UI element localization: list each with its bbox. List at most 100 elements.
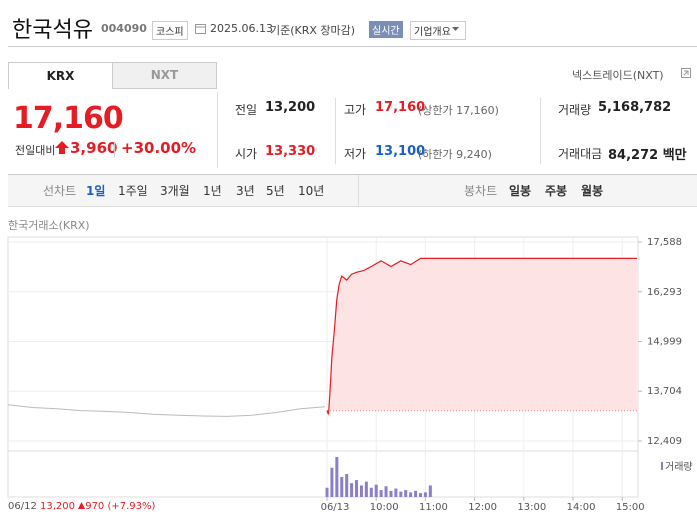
stat-label: 거래량 <box>558 103 592 117</box>
candle-button[interactable]: 주봉 <box>545 184 568 198</box>
volume-bar <box>423 492 427 497</box>
basis: 기준(KRX 장마감) <box>270 24 356 37</box>
volume-legend-swatch <box>661 462 663 470</box>
volume-bar <box>389 490 393 497</box>
stat-note: (상한가 17,160) <box>418 104 499 117</box>
stat-value: 84,272 백만 <box>608 148 687 163</box>
period-button[interactable]: 3년 <box>236 184 255 198</box>
stat-label: 거래대금 <box>558 147 603 161</box>
change-label: 전일대비 <box>15 144 56 157</box>
y-tick-label: 12,409 <box>647 436 682 447</box>
volume-bar <box>384 486 388 497</box>
candle-button[interactable]: 월봉 <box>581 184 604 198</box>
separator <box>540 98 541 164</box>
stat-value: 17,160 <box>375 100 426 115</box>
prev-change-pct: (+7.93%) <box>107 501 156 512</box>
prev-day-line <box>7 404 326 417</box>
realtime-badge[interactable]: 실시간 <box>369 21 403 38</box>
period-button[interactable]: 1주일 <box>118 184 148 198</box>
y-tick-label: 17,588 <box>647 237 682 248</box>
y-tick-label: 13,704 <box>647 386 682 397</box>
volume-bar <box>364 481 368 497</box>
volume-bar <box>394 488 398 497</box>
stat-label: 전일 <box>235 103 258 117</box>
period-button[interactable]: 3개월 <box>160 184 190 198</box>
up-arrow <box>55 141 69 154</box>
volume-bar <box>350 483 354 497</box>
volume-label: 거래량 <box>661 458 693 473</box>
date: 2025.06.13 <box>210 22 273 35</box>
volume-bar <box>379 490 383 497</box>
price: 17,160 <box>13 101 124 136</box>
y-tick-label: 16,293 <box>647 287 682 298</box>
toolbar <box>8 174 697 207</box>
stock-code: 004090 <box>101 22 147 35</box>
volume-bar <box>355 480 359 497</box>
toolbar-separator <box>358 175 359 206</box>
volume-bar <box>345 473 349 497</box>
stat-value: 13,100 <box>375 144 426 159</box>
volume-bar <box>418 493 422 497</box>
price-line <box>326 257 637 415</box>
x-tick-label: 10:00 <box>370 502 399 513</box>
stock-name: 한국석유 <box>12 18 93 43</box>
market-badge: 코스피 <box>152 21 188 40</box>
period-button[interactable]: 1년 <box>203 184 222 198</box>
calendar-icon <box>195 24 206 34</box>
tab-nxt[interactable]: NXT <box>112 62 217 89</box>
volume-bar <box>335 457 339 497</box>
volume-bar <box>374 484 378 497</box>
stat-value: 13,330 <box>265 144 316 159</box>
volume-bar <box>325 487 329 497</box>
volume-frame <box>7 450 639 498</box>
stat-label: 시가 <box>235 147 258 161</box>
volume-bar <box>340 477 344 497</box>
x-tick-label: 12:00 <box>468 502 497 513</box>
volume-bar <box>409 492 413 497</box>
header-rule <box>8 46 697 47</box>
prev-date: 06/12 <box>8 501 37 512</box>
period-button[interactable]: 1일 <box>86 184 106 198</box>
candle-button[interactable]: 일봉 <box>509 184 532 198</box>
period-button[interactable]: 10년 <box>298 184 325 198</box>
divider: | <box>112 139 118 157</box>
candle-chart-label: 봉차트 <box>464 184 498 198</box>
dropdown-arrow <box>452 27 459 31</box>
line-chart-label: 선차트 <box>43 184 77 198</box>
separator <box>335 98 336 164</box>
up-triangle <box>78 502 86 509</box>
x-tick-label: 15:00 <box>616 502 645 513</box>
x-tick-label: 13:00 <box>517 502 546 513</box>
nxt-link[interactable]: 넥스트레이드(NXT) <box>572 69 664 82</box>
separator <box>217 92 218 168</box>
price-area <box>327 258 637 415</box>
stat-value: 13,200 <box>265 100 316 115</box>
stat-value: 5,168,782 <box>598 100 672 115</box>
stat-note: (하한가 9,240) <box>418 148 492 161</box>
y-tick-label: 14,999 <box>647 336 682 347</box>
overview-button[interactable]: 기업개요 <box>410 21 466 40</box>
x-tick-label: 11:00 <box>419 502 448 513</box>
link-icon <box>681 68 691 78</box>
volume-bar <box>414 490 418 497</box>
period-button[interactable]: 5년 <box>266 184 285 198</box>
volume-bar <box>330 467 334 497</box>
volume-bar <box>369 487 373 497</box>
volume-label-text: 거래량 <box>665 462 693 473</box>
tab-krx[interactable]: KRX <box>8 62 113 89</box>
volume-bar <box>399 491 403 497</box>
stat-label: 고가 <box>344 103 367 117</box>
volume-bar <box>359 485 363 497</box>
volume-bar <box>404 490 408 497</box>
change: 3,960 <box>70 139 118 157</box>
change-pct: +30.00% <box>121 139 197 157</box>
stat-label: 저가 <box>344 147 367 161</box>
prev-change: 970 <box>85 501 105 512</box>
prev-day-summary: 06/12 13,200 970 (+7.93%) <box>8 501 155 512</box>
chart-source: 한국거래소(KRX) <box>8 219 90 232</box>
volume-bar <box>428 485 432 497</box>
prev-close: 13,200 <box>40 501 76 512</box>
x-tick-label: 14:00 <box>567 502 596 513</box>
